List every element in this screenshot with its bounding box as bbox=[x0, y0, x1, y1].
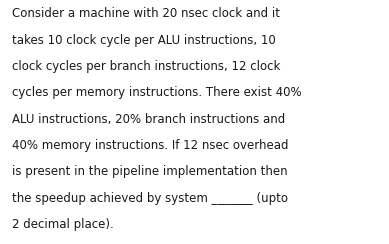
Text: ALU instructions, 20% branch instructions and: ALU instructions, 20% branch instruction… bbox=[12, 113, 285, 126]
Text: takes 10 clock cycle per ALU instructions, 10: takes 10 clock cycle per ALU instruction… bbox=[12, 34, 275, 47]
Text: is present in the pipeline implementation then: is present in the pipeline implementatio… bbox=[12, 165, 287, 178]
Text: the speedup achieved by system _______ (upto: the speedup achieved by system _______ (… bbox=[12, 192, 288, 205]
Text: cycles per memory instructions. There exist 40%: cycles per memory instructions. There ex… bbox=[12, 86, 301, 99]
Text: 2 decimal place).: 2 decimal place). bbox=[12, 218, 114, 231]
Text: clock cycles per branch instructions, 12 clock: clock cycles per branch instructions, 12… bbox=[12, 60, 280, 73]
Text: Consider a machine with 20 nsec clock and it: Consider a machine with 20 nsec clock an… bbox=[12, 7, 280, 20]
Text: 40% memory instructions. If 12 nsec overhead: 40% memory instructions. If 12 nsec over… bbox=[12, 139, 288, 152]
